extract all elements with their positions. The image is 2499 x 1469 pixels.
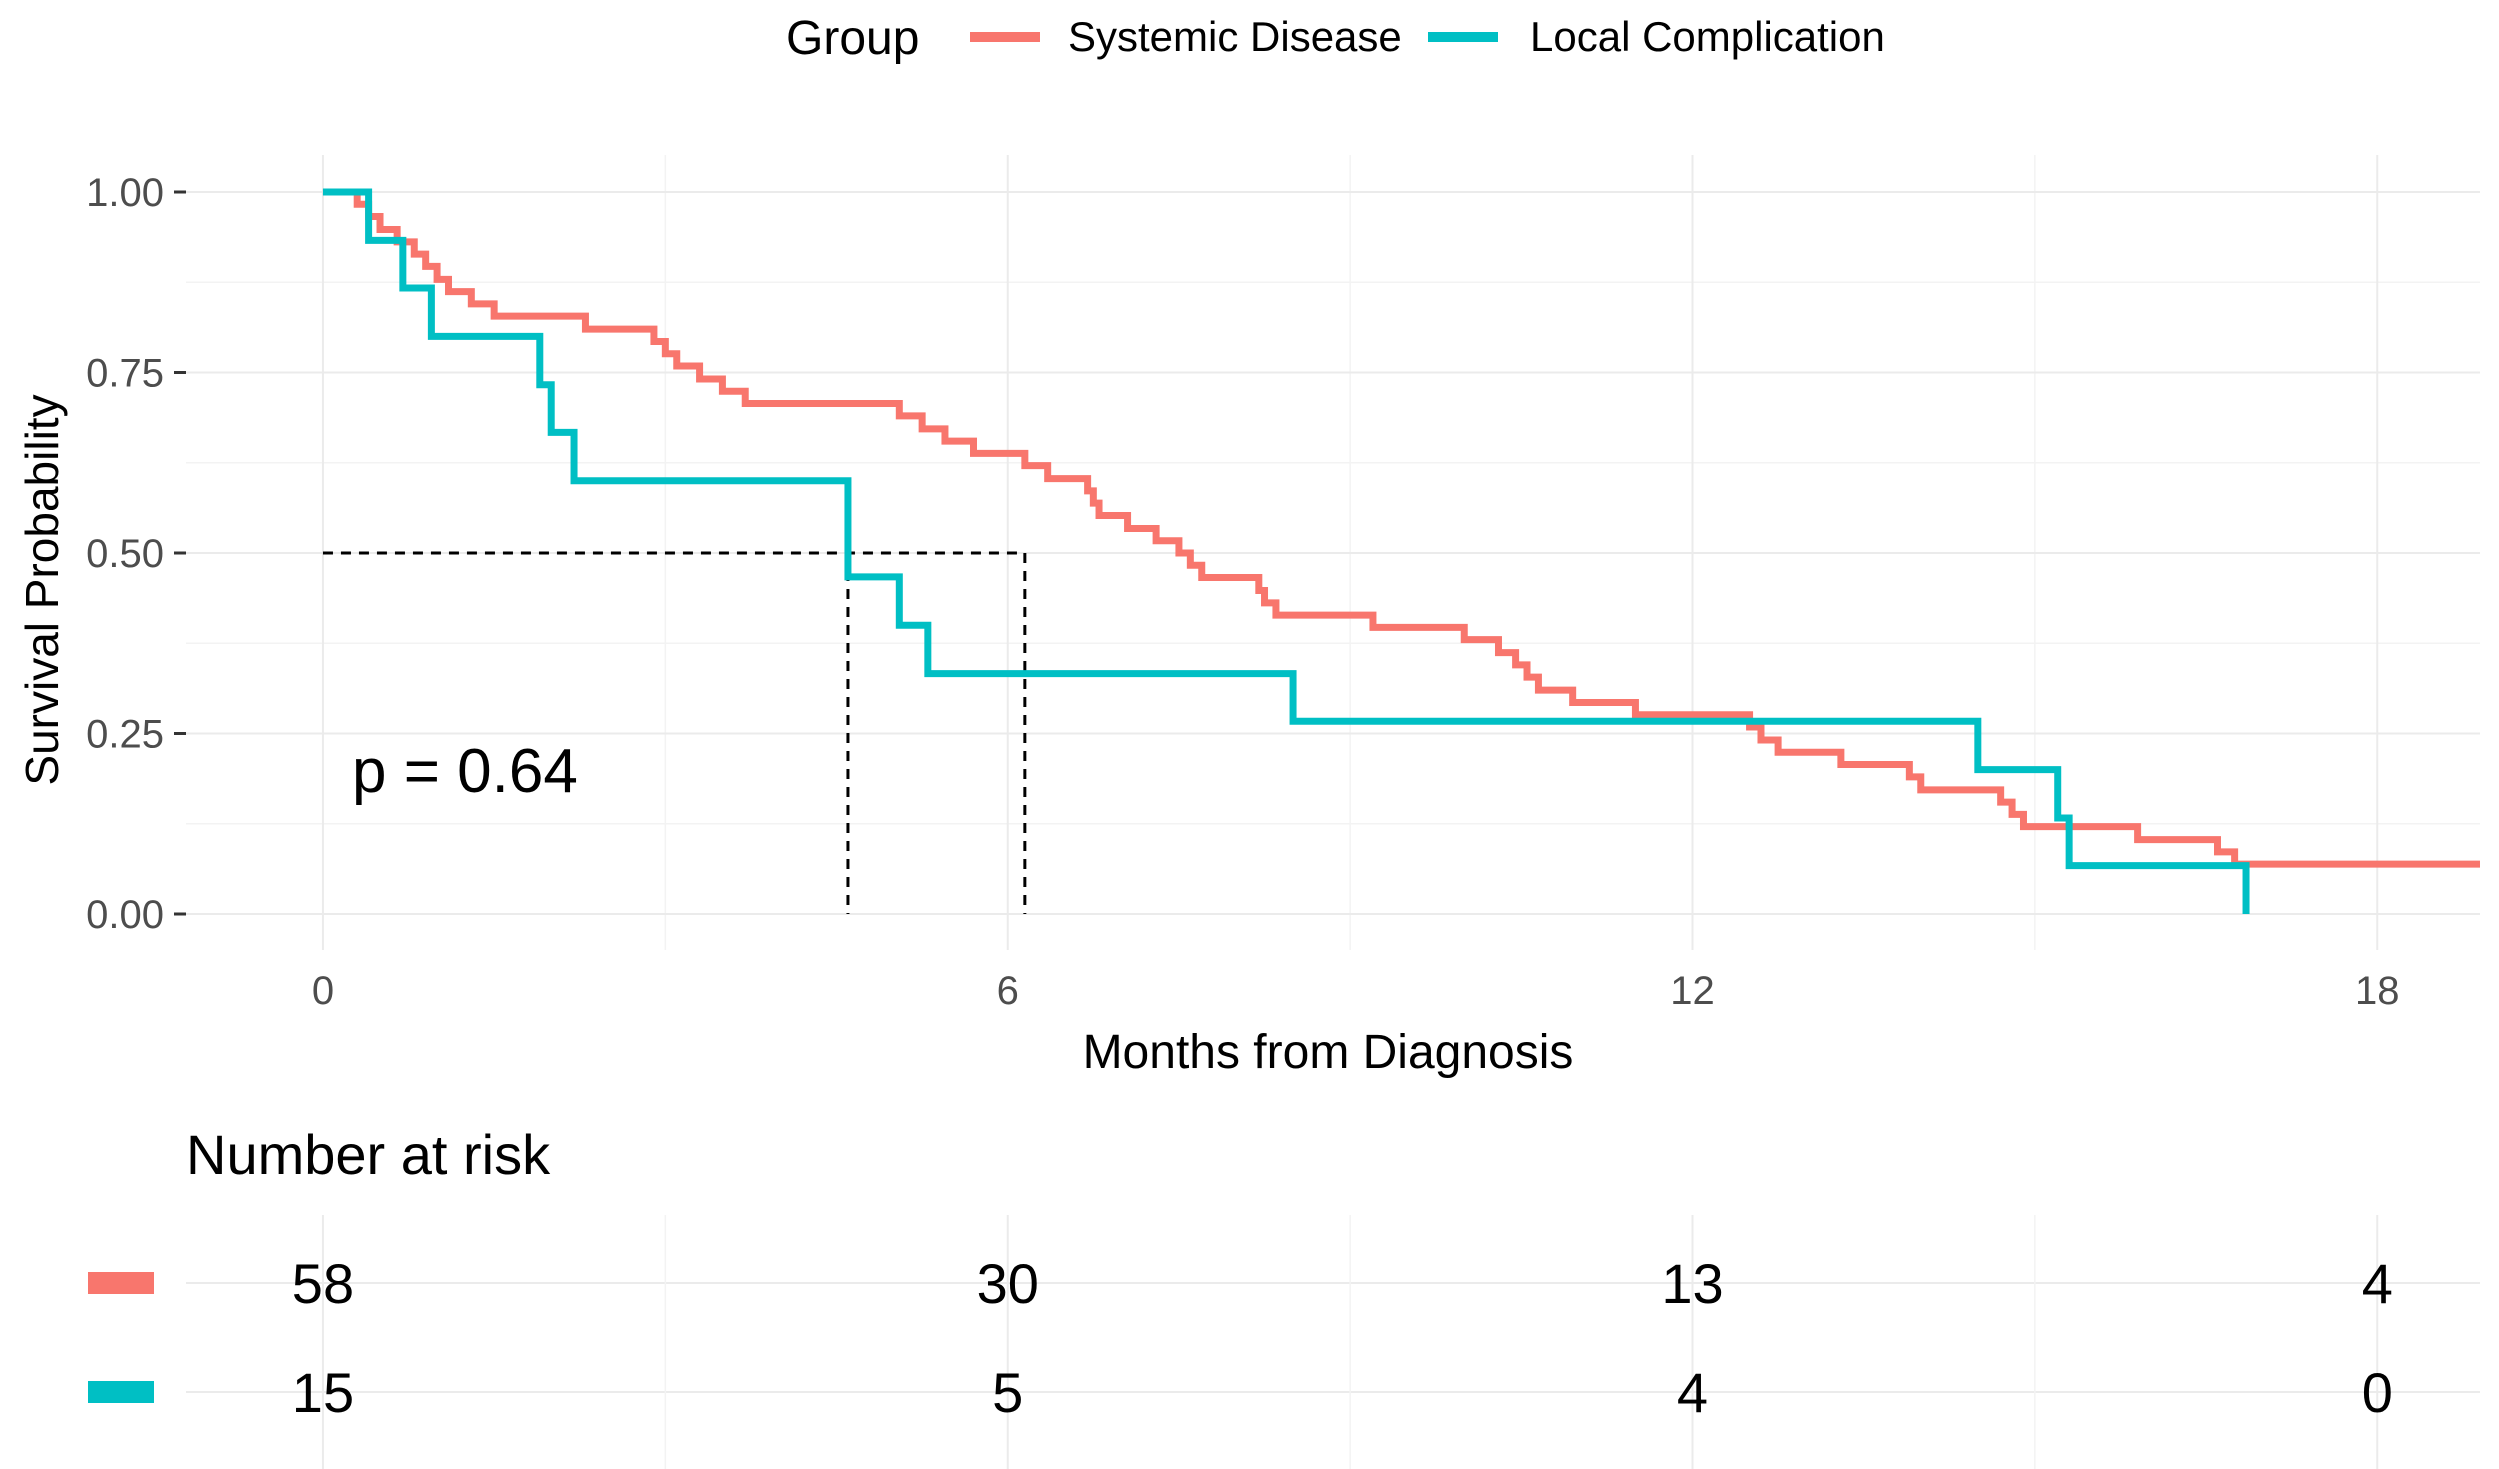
x-tick-label: 6 (997, 969, 1019, 1013)
risk-count: 5 (992, 1361, 1023, 1424)
risk-count: 30 (977, 1252, 1039, 1315)
risk-count: 4 (2362, 1252, 2393, 1315)
x-tick-label: 18 (2355, 969, 2400, 1013)
y-axis: 0.00 0.25 0.50 0.75 1.00 (86, 171, 186, 937)
risk-count: 4 (1677, 1361, 1708, 1424)
survival-curves (322, 188, 2480, 914)
risk-table: 58 30 13 4 15 5 4 0 (88, 1215, 2480, 1469)
survival-curve-local-complication (322, 188, 2250, 914)
median-survival-lines (322, 551, 1027, 914)
risk-count: 15 (292, 1361, 354, 1424)
y-axis-label: Survival Probability (16, 394, 68, 785)
x-tick-label: 0 (312, 969, 334, 1013)
risk-count: 58 (292, 1252, 354, 1315)
y-tick-label: 0.50 (86, 532, 164, 576)
y-tick-label: 0.75 (86, 352, 164, 396)
legend-label-local-complication: Local Complication (1530, 13, 1885, 60)
y-tick-label: 1.00 (86, 171, 164, 215)
p-value-annotation: p = 0.64 (352, 737, 578, 806)
y-tick-label: 0.00 (86, 893, 164, 937)
x-axis: 0 6 12 18 (312, 969, 2400, 1013)
y-tick-label: 0.25 (86, 713, 164, 757)
risk-table-title: Number at risk (186, 1123, 551, 1186)
risk-row-swatch (88, 1381, 154, 1403)
legend: Group Systemic Disease Local Complicatio… (786, 12, 1885, 65)
survival-curve-systemic-disease (322, 188, 2480, 868)
x-axis-label: Months from Diagnosis (1083, 1026, 1574, 1079)
legend-title: Group (786, 12, 919, 65)
risk-count: 13 (1661, 1252, 1723, 1315)
legend-label-systemic-disease: Systemic Disease (1068, 13, 1402, 60)
plot-grid (186, 155, 2480, 950)
risk-count: 0 (2362, 1361, 2393, 1424)
x-tick-label: 12 (1670, 969, 1715, 1013)
risk-row-swatch (88, 1272, 154, 1294)
